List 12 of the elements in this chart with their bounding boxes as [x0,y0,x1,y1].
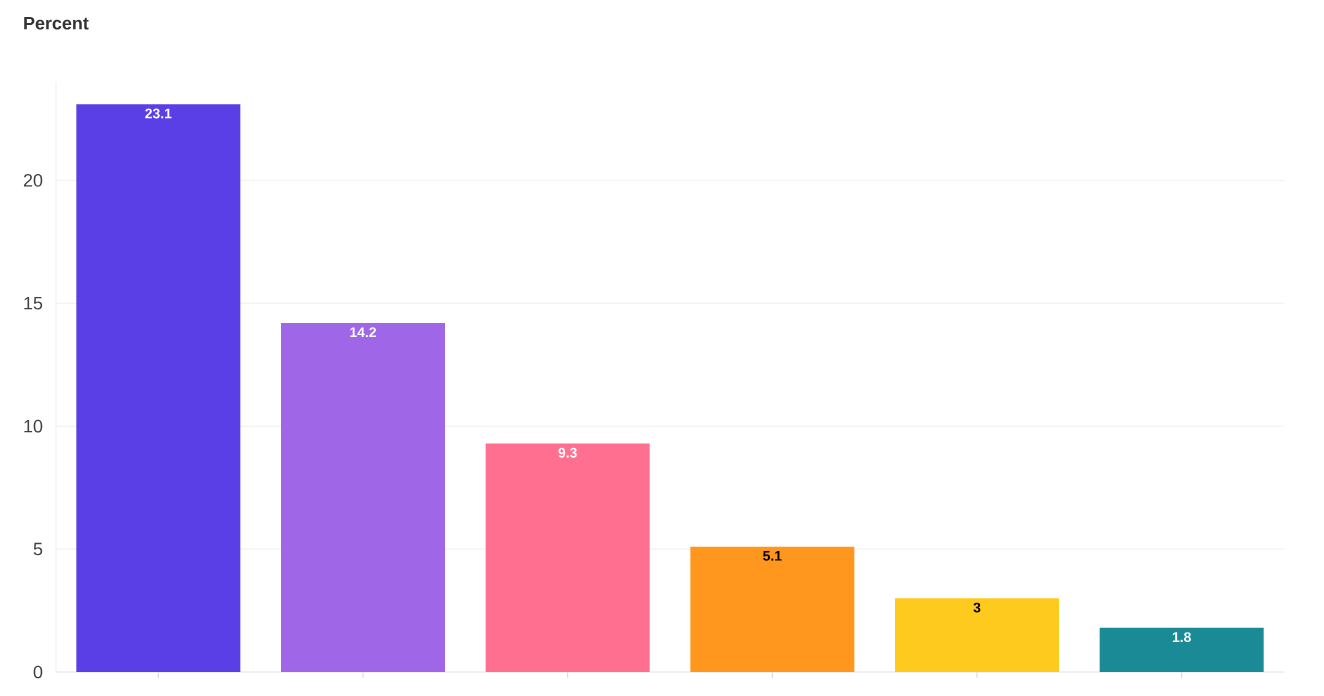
bar [1099,627,1264,672]
y-tick-label: 20 [23,173,43,187]
bar [76,104,241,672]
y-tick-label: 15 [24,296,43,310]
y-tick-label: 10 [24,419,43,433]
bar [281,322,445,672]
bar [485,443,650,672]
y-tick-label: 5 [33,542,43,556]
bar [895,598,1059,672]
y-axis-title: Percent [24,17,89,30]
bar [690,546,855,672]
y-tick-label: 0 [33,665,43,679]
